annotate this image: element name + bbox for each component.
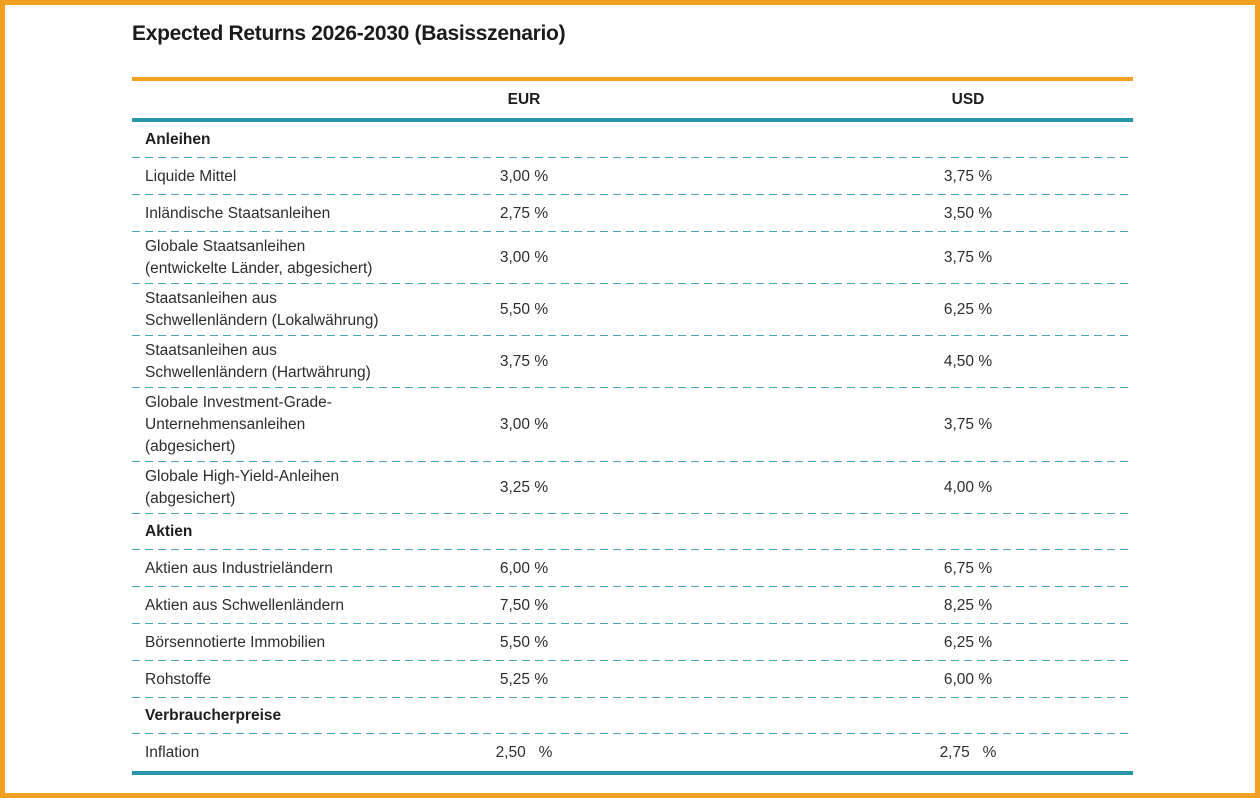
row-label: Liquide Mittel bbox=[145, 167, 237, 185]
row-label: Aktien aus Industrieländern bbox=[145, 559, 333, 577]
eur-value: 5,50 % bbox=[499, 633, 549, 651]
table-row: Aktien aus Industrieländern 6,00 % 6,75 … bbox=[132, 550, 1133, 588]
expected-returns-table: EUR USD Anleihen Liquide Mittel 3,00 % 3… bbox=[132, 77, 1133, 776]
column-header-eur: EUR bbox=[507, 90, 541, 108]
usd-value: 3,75 % bbox=[943, 249, 993, 267]
usd-value: 6,25 % bbox=[943, 301, 993, 319]
row-label: Staatsanleihen aus Schwellenländern (Lok… bbox=[145, 290, 379, 330]
row-label: Globale Staatsanleihen (entwickelte Länd… bbox=[145, 238, 373, 278]
row-label: Staatsanleihen aus Schwellenländern (Har… bbox=[145, 342, 371, 382]
row-label: Inländische Staatsanleihen bbox=[145, 204, 331, 222]
row-label: Aktien aus Schwellenländern bbox=[145, 596, 345, 614]
page-title: Expected Returns 2026-2030 (Basisszenari… bbox=[132, 22, 566, 45]
table-row: Staatsanleihen aus Schwellenländern (Har… bbox=[132, 336, 1133, 389]
eur-value: 3,00 % bbox=[499, 249, 549, 267]
usd-value: 8,25 % bbox=[943, 596, 993, 614]
eur-value: 3,00 % bbox=[499, 416, 549, 434]
top-orange-rule bbox=[132, 77, 1133, 82]
row-label: Börsennotierte Immobilien bbox=[145, 633, 326, 651]
table-row: Inflation 2,50 % 2,75 % bbox=[132, 734, 1133, 771]
row-label: Globale Investment-Grade- Unternehmensan… bbox=[145, 394, 332, 456]
row-label: Globale High-Yield-Anleihen (abgesichert… bbox=[145, 468, 340, 508]
usd-value: 6,75 % bbox=[943, 559, 993, 577]
table-row: Inländische Staatsanleihen 2,75 % 3,50 % bbox=[132, 195, 1133, 233]
eur-value: 3,25 % bbox=[499, 479, 549, 497]
table-row: Globale Investment-Grade- Unternehmensan… bbox=[132, 388, 1133, 463]
section-label: Anleihen bbox=[145, 131, 211, 149]
usd-value: 4,50 % bbox=[943, 353, 993, 371]
usd-value: 6,25 % bbox=[943, 633, 993, 651]
usd-value: 4,00 % bbox=[943, 479, 993, 497]
bottom-teal-rule bbox=[132, 771, 1133, 776]
usd-value: 3,75 % bbox=[943, 416, 993, 434]
eur-value: 3,00 % bbox=[499, 167, 549, 185]
eur-value: 7,50 % bbox=[499, 596, 549, 614]
table-header-row: EUR USD bbox=[132, 81, 1133, 118]
figure-content: Expected Returns 2026-2030 (Basisszenari… bbox=[132, 21, 1133, 776]
header-teal-rule bbox=[132, 118, 1133, 123]
eur-value: 6,00 % bbox=[499, 559, 549, 577]
section-label: Verbraucherpreise bbox=[145, 707, 282, 725]
table-row: Globale Staatsanleihen (entwickelte Länd… bbox=[132, 232, 1133, 285]
eur-value: 2,75 % bbox=[499, 204, 549, 222]
section-label: Aktien bbox=[145, 523, 193, 541]
table-row: Globale High-Yield-Anleihen (abgesichert… bbox=[132, 462, 1133, 515]
usd-value: 3,50 % bbox=[943, 204, 993, 222]
column-header-usd: USD bbox=[951, 90, 985, 108]
table-row: Staatsanleihen aus Schwellenländern (Lok… bbox=[132, 284, 1133, 337]
table-row: Börsennotierte Immobilien 5,50 % 6,25 % bbox=[132, 624, 1133, 662]
eur-value: 2,50 % bbox=[495, 743, 553, 761]
table-row: Aktien aus Schwellenländern 7,50 % 8,25 … bbox=[132, 587, 1133, 625]
table-row: Rohstoffe 5,25 % 6,00 % bbox=[132, 661, 1133, 699]
eur-value: 3,75 % bbox=[499, 353, 549, 371]
section-row-verbraucherpreise: Verbraucherpreise bbox=[132, 698, 1133, 735]
eur-value: 5,50 % bbox=[499, 301, 549, 319]
row-label: Inflation bbox=[145, 743, 200, 761]
usd-value: 2,75 % bbox=[939, 743, 997, 761]
section-row-aktien: Aktien bbox=[132, 514, 1133, 551]
usd-value: 6,00 % bbox=[943, 670, 993, 688]
row-label: Rohstoffe bbox=[145, 670, 212, 688]
section-row-anleihen: Anleihen bbox=[132, 122, 1133, 159]
usd-value: 3,75 % bbox=[943, 167, 993, 185]
table-row: Liquide Mittel 3,00 % 3,75 % bbox=[132, 158, 1133, 196]
eur-value: 5,25 % bbox=[499, 670, 549, 688]
